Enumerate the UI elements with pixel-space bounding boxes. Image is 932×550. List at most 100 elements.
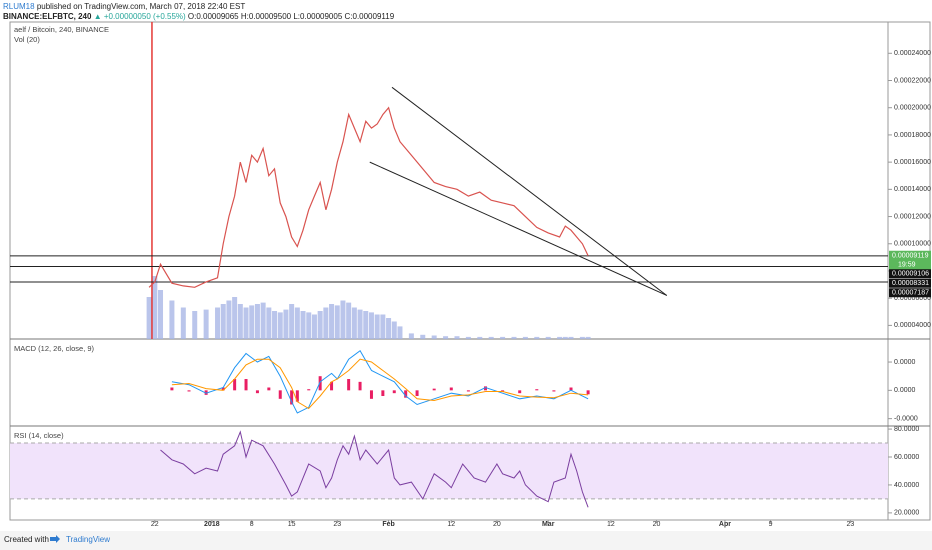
volume-bar bbox=[254, 304, 260, 339]
volume-bar bbox=[243, 307, 249, 339]
macd-histogram-bar bbox=[415, 390, 419, 396]
volume-bar bbox=[249, 305, 255, 339]
x-tick-label: 23 bbox=[333, 521, 341, 528]
volume-bar bbox=[579, 336, 585, 339]
volume-bar bbox=[368, 312, 374, 339]
level-label: 0.00009106 bbox=[892, 271, 929, 278]
y-tick-label: 0.00020000 bbox=[894, 105, 931, 112]
change: ▲ +0.00000050 (+0.55%) bbox=[94, 12, 186, 21]
volume-bar bbox=[386, 318, 392, 339]
volume-bar bbox=[283, 309, 289, 339]
volume-bar bbox=[323, 307, 329, 339]
macd-histogram-bar bbox=[221, 387, 225, 391]
macd-line bbox=[171, 349, 589, 414]
x-tick-label: Feb bbox=[382, 521, 394, 528]
x-tick-label: 22 bbox=[151, 521, 159, 528]
level-label: 0.00008331 bbox=[892, 280, 929, 287]
volume-bar bbox=[311, 314, 317, 339]
macd-histogram-bar bbox=[404, 390, 408, 398]
macd-histogram-bar bbox=[307, 389, 311, 391]
volume-bar bbox=[334, 305, 340, 339]
countdown-label: 19:59 bbox=[898, 262, 916, 269]
volume-bar bbox=[317, 311, 323, 339]
macd-histogram-bar bbox=[278, 390, 282, 399]
pane bbox=[10, 22, 888, 339]
trendline bbox=[391, 86, 668, 296]
y-tick-label: 0.00006000 bbox=[894, 295, 931, 302]
tradingview-logo bbox=[50, 535, 60, 543]
macd-histogram-bar bbox=[358, 381, 362, 391]
x-tick-label: 9 bbox=[769, 521, 773, 528]
macd-histogram-bar bbox=[170, 387, 174, 391]
volume-bar bbox=[300, 311, 306, 339]
y-tick-label: 0.0000 bbox=[894, 359, 916, 366]
y-tick-label: 60.0000 bbox=[894, 454, 919, 461]
volume-bar bbox=[363, 311, 369, 339]
volume-bar bbox=[431, 335, 437, 339]
header-line-1: RLUM18 published on TradingView.com, Mar… bbox=[3, 2, 245, 11]
x-tick-label: 20 bbox=[653, 521, 661, 528]
volume-bar bbox=[477, 336, 483, 339]
level-label: 0.00007187 bbox=[892, 290, 929, 297]
volume-bar bbox=[289, 304, 295, 339]
x-tick-label: Mar bbox=[542, 521, 555, 528]
y-tick-label: 0.00014000 bbox=[894, 186, 931, 193]
footer-created: Created with bbox=[4, 535, 49, 544]
volume-label: Vol (20) bbox=[14, 35, 40, 44]
volume-bar bbox=[215, 307, 221, 339]
volume-bar bbox=[146, 297, 152, 339]
level-box bbox=[889, 278, 931, 288]
volume-bar bbox=[557, 336, 563, 339]
volume-bar bbox=[226, 300, 232, 339]
macd-histogram-bar bbox=[369, 390, 373, 399]
volume-bar bbox=[232, 297, 238, 339]
macd-histogram-bar bbox=[535, 389, 539, 391]
x-tick-label: 12 bbox=[447, 521, 455, 528]
symbol: BINANCE:ELFBTC, 240 bbox=[3, 12, 92, 21]
volume-bar bbox=[266, 307, 272, 339]
volume-bar bbox=[357, 309, 363, 339]
volume-bar bbox=[522, 336, 528, 339]
macd-histogram-bar bbox=[586, 390, 590, 395]
published: published on TradingView.com, March 07, … bbox=[37, 2, 246, 11]
x-tick-label: 23 bbox=[846, 521, 854, 528]
y-tick-label: 0.00016000 bbox=[894, 159, 931, 166]
volume-bar bbox=[568, 336, 574, 339]
level-box bbox=[889, 288, 931, 298]
footer-brand[interactable]: TradingView bbox=[66, 535, 110, 544]
volume-bar bbox=[294, 307, 300, 339]
macd-histogram-bar bbox=[318, 376, 322, 391]
volume-bar bbox=[329, 304, 335, 339]
ohlc: O:0.00009065 H:0.00009500 L:0.00009005 C… bbox=[188, 12, 395, 21]
x-tick-label: Apr bbox=[719, 521, 731, 528]
y-tick-label: 0.00012000 bbox=[894, 213, 931, 220]
volume-bar bbox=[272, 311, 278, 339]
macd-histogram-bar bbox=[295, 390, 299, 402]
y-tick-label: 80.0000 bbox=[894, 426, 919, 433]
volume-bar bbox=[306, 312, 312, 339]
x-tick-label: 12 bbox=[607, 521, 615, 528]
header-line-2: BINANCE:ELFBTC, 240 ▲ +0.00000050 (+0.55… bbox=[3, 12, 395, 21]
volume-bar bbox=[152, 276, 158, 339]
volume-bar bbox=[408, 333, 414, 339]
volume-bar bbox=[192, 311, 198, 339]
author[interactable]: RLUM18 bbox=[3, 2, 35, 11]
volume-bar bbox=[340, 300, 346, 339]
macd-histogram-bar bbox=[466, 390, 470, 392]
y-tick-label: 0.00004000 bbox=[894, 322, 931, 329]
volume-bar bbox=[511, 336, 517, 339]
y-tick-label: 0.00018000 bbox=[894, 132, 931, 139]
macd-histogram-bar bbox=[233, 379, 237, 391]
rsi-title: RSI (14, close) bbox=[14, 431, 64, 440]
volume-bar bbox=[391, 321, 397, 339]
macd-histogram-bar bbox=[330, 381, 334, 391]
volume-bar bbox=[420, 334, 426, 339]
macd-histogram-bar bbox=[347, 379, 351, 391]
y-tick-label: -0.0000 bbox=[894, 415, 918, 422]
level-box bbox=[889, 269, 931, 279]
macd-histogram-bar bbox=[267, 387, 271, 391]
volume-bar bbox=[346, 302, 352, 339]
volume-bar bbox=[220, 304, 226, 339]
volume-bar bbox=[277, 312, 283, 339]
